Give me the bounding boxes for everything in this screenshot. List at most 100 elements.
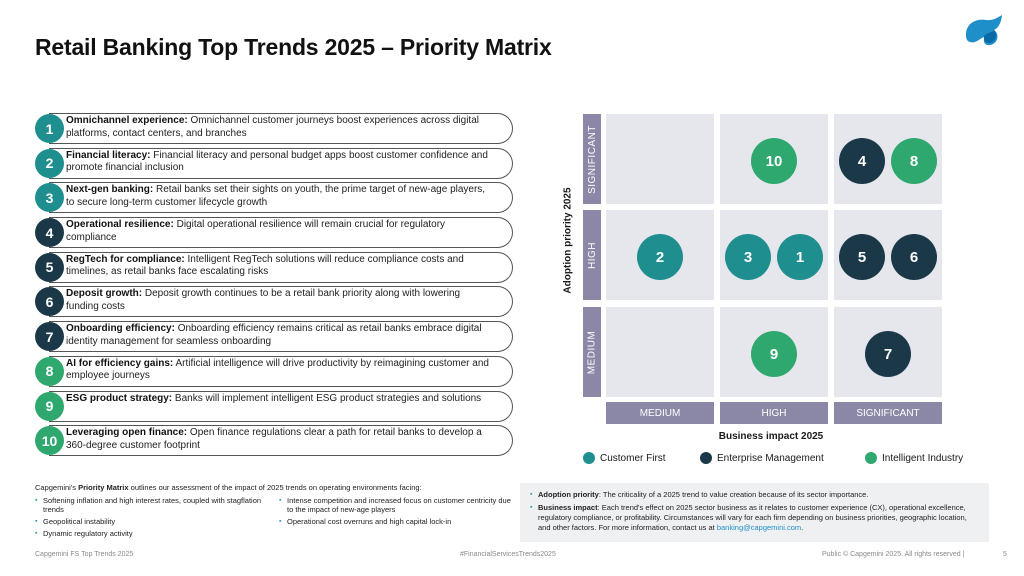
footer-right: Public © Capgemini 2025. All rights rese… — [822, 551, 965, 558]
trend-description: Intelligent RegTech solutions will reduc… — [66, 253, 464, 278]
trend-number-badge: 6 — [35, 287, 64, 317]
legend-intelligent-industry: Intelligent Industry — [865, 452, 963, 464]
trend-text: Financial literacy: Financial literacy a… — [66, 150, 495, 175]
trend-bubble: 6 — [891, 234, 937, 280]
trend-description: Digital operational resilience will rema… — [66, 219, 446, 243]
y-level-label: MEDIUM — [583, 307, 601, 397]
trend-text: Next-gen banking: Retail banks set their… — [66, 184, 495, 209]
capgemini-logo-icon — [966, 15, 1002, 46]
trend-pill — [49, 217, 513, 249]
trend-item: 7 Onboarding efficiency: Onboarding effic… — [35, 321, 513, 353]
trend-description: Retail banks set their sights on youth, … — [66, 184, 486, 208]
trend-name: Operational resilience: — [66, 219, 174, 231]
trend-name: Onboarding efficiency: — [66, 323, 175, 335]
trend-pill — [49, 355, 513, 387]
trend-text: ESG product strategy: Banks will impleme… — [66, 393, 495, 406]
matrix-cell — [606, 114, 714, 204]
footnote-item: Softening inflation and high interest ra… — [35, 496, 269, 514]
trend-description: Open finance regulations clear a path fo… — [66, 427, 482, 451]
page-number: 5 — [1003, 551, 1007, 558]
footnote-item: Geopolitical instability — [35, 517, 269, 526]
x-level-label: HIGH — [720, 402, 828, 424]
trend-item: 6 Deposit growth: Deposit growth continue… — [35, 286, 513, 318]
legend-dot-intelligent-industry — [865, 452, 877, 464]
trend-item: 2 Financial literacy: Financial literacy … — [35, 147, 513, 179]
trend-name: Deposit growth: — [66, 288, 143, 300]
legend: Customer First Enterprise Management Int… — [583, 452, 975, 468]
trend-item: 10 Leveraging open finance: Open finance … — [35, 425, 513, 457]
footer-left: Capgemini FS Top Trends 2025 — [35, 551, 134, 558]
trend-item: 4 Operational resilience: Digital operati… — [35, 217, 513, 249]
legend-label: Customer First — [600, 452, 666, 464]
trend-name: AI for efficiency gains: — [66, 357, 174, 369]
y-level-label: HIGH — [583, 210, 601, 300]
trend-bubble: 2 — [637, 234, 683, 280]
footnote-item: Dynamic regulatory activity — [35, 529, 269, 538]
trend-number-badge: 7 — [35, 322, 64, 352]
legend-dot-enterprise-management — [700, 452, 712, 464]
trend-item: 8 AI for efficiency gains: Artificial int… — [35, 355, 513, 387]
trend-item: 5 RegTech for compliance: Intelligent Reg… — [35, 251, 513, 283]
trend-description: Deposit growth continues to be a retail … — [66, 288, 461, 312]
trend-pill — [49, 321, 513, 353]
trend-number-badge: 5 — [35, 252, 64, 282]
trend-number-badge: 9 — [35, 391, 64, 421]
footer-center: #FinancialServicesTrends2025 — [460, 551, 556, 558]
definition-adoption: Adoption priority: The criticality of a … — [530, 490, 979, 500]
trend-description: Onboarding efficiency remains critical a… — [66, 323, 482, 347]
trend-bubble: 10 — [751, 138, 797, 184]
footnote-item: Operational cost overruns and high capit… — [279, 517, 513, 526]
trend-pill — [49, 251, 513, 283]
trend-number-badge: 4 — [35, 218, 64, 248]
trend-item: 1 Omnichannel experience: Omnichannel cus… — [35, 113, 513, 144]
trend-text: Omnichannel experience: Omnichannel cust… — [66, 115, 495, 140]
matrix-cell — [606, 307, 714, 397]
trend-pill — [49, 113, 513, 144]
page-title: Retail Banking Top Trends 2025 – Priorit… — [35, 34, 552, 60]
definition-impact: Business impact: Each trend's effect on … — [530, 503, 979, 533]
footnote-item: Intense competition and increased focus … — [279, 496, 513, 514]
trend-pill — [49, 147, 513, 179]
contact-email-link[interactable]: banking@capgemini.com — [716, 523, 802, 532]
trend-pill — [49, 182, 513, 214]
trend-text: Operational resilience: Digital operatio… — [66, 219, 495, 244]
x-level-label: MEDIUM — [606, 402, 714, 424]
x-level-label: SIGNIFICANT — [834, 402, 942, 424]
trend-name: Omnichannel experience: — [66, 115, 188, 126]
trend-text: Deposit growth: Deposit growth continues… — [66, 288, 495, 313]
trend-item: 9 ESG product strategy: Banks will implem… — [35, 390, 513, 422]
trend-item: 3 Next-gen banking: Retail banks set thei… — [35, 182, 513, 214]
legend-dot-customer-first — [583, 452, 595, 464]
trend-description: Artificial intelligence will drive produ… — [66, 357, 489, 382]
trend-pill — [49, 425, 513, 457]
legend-customer-first: Customer First — [583, 452, 666, 464]
y-axis-title: Adoption priority 2025 — [562, 186, 574, 294]
trend-name: RegTech for compliance: — [66, 253, 185, 265]
trend-name: Next-gen banking: — [66, 184, 154, 196]
trend-number-badge: 10 — [35, 426, 64, 456]
trend-text: RegTech for compliance: Intelligent RegT… — [66, 254, 495, 279]
x-axis-title: Business impact 2025 — [718, 431, 824, 442]
trend-description: Financial literacy and personal budget a… — [66, 149, 488, 174]
trend-name: ESG product strategy: — [66, 392, 173, 404]
trend-bubble: 5 — [839, 234, 885, 280]
trend-number-badge: 1 — [35, 114, 64, 143]
trend-pill — [49, 390, 513, 422]
trend-bubble: 1 — [777, 234, 823, 280]
trend-bubble: 8 — [891, 138, 937, 184]
y-level-label: SIGNIFICANT — [583, 114, 601, 204]
definitions-box: Adoption priority: The criticality of a … — [520, 483, 989, 542]
trend-bubble: 3 — [725, 234, 771, 280]
trend-name: Financial literacy: — [66, 149, 151, 161]
legend-label: Enterprise Management — [717, 452, 824, 464]
trend-list: 1 Omnichannel experience: Omnichannel cus… — [35, 113, 513, 460]
trend-name: Leveraging open finance: — [66, 427, 188, 439]
trend-bubble: 4 — [839, 138, 885, 184]
trend-text: AI for efficiency gains: Artificial inte… — [66, 358, 495, 383]
trend-number-badge: 8 — [35, 356, 64, 386]
trend-text: Leveraging open finance: Open finance re… — [66, 427, 495, 452]
trend-number-badge: 3 — [35, 183, 64, 213]
trend-number-badge: 2 — [35, 148, 64, 178]
trend-pill — [49, 286, 513, 318]
trend-description: Omnichannel customer journeys boost expe… — [66, 115, 479, 139]
